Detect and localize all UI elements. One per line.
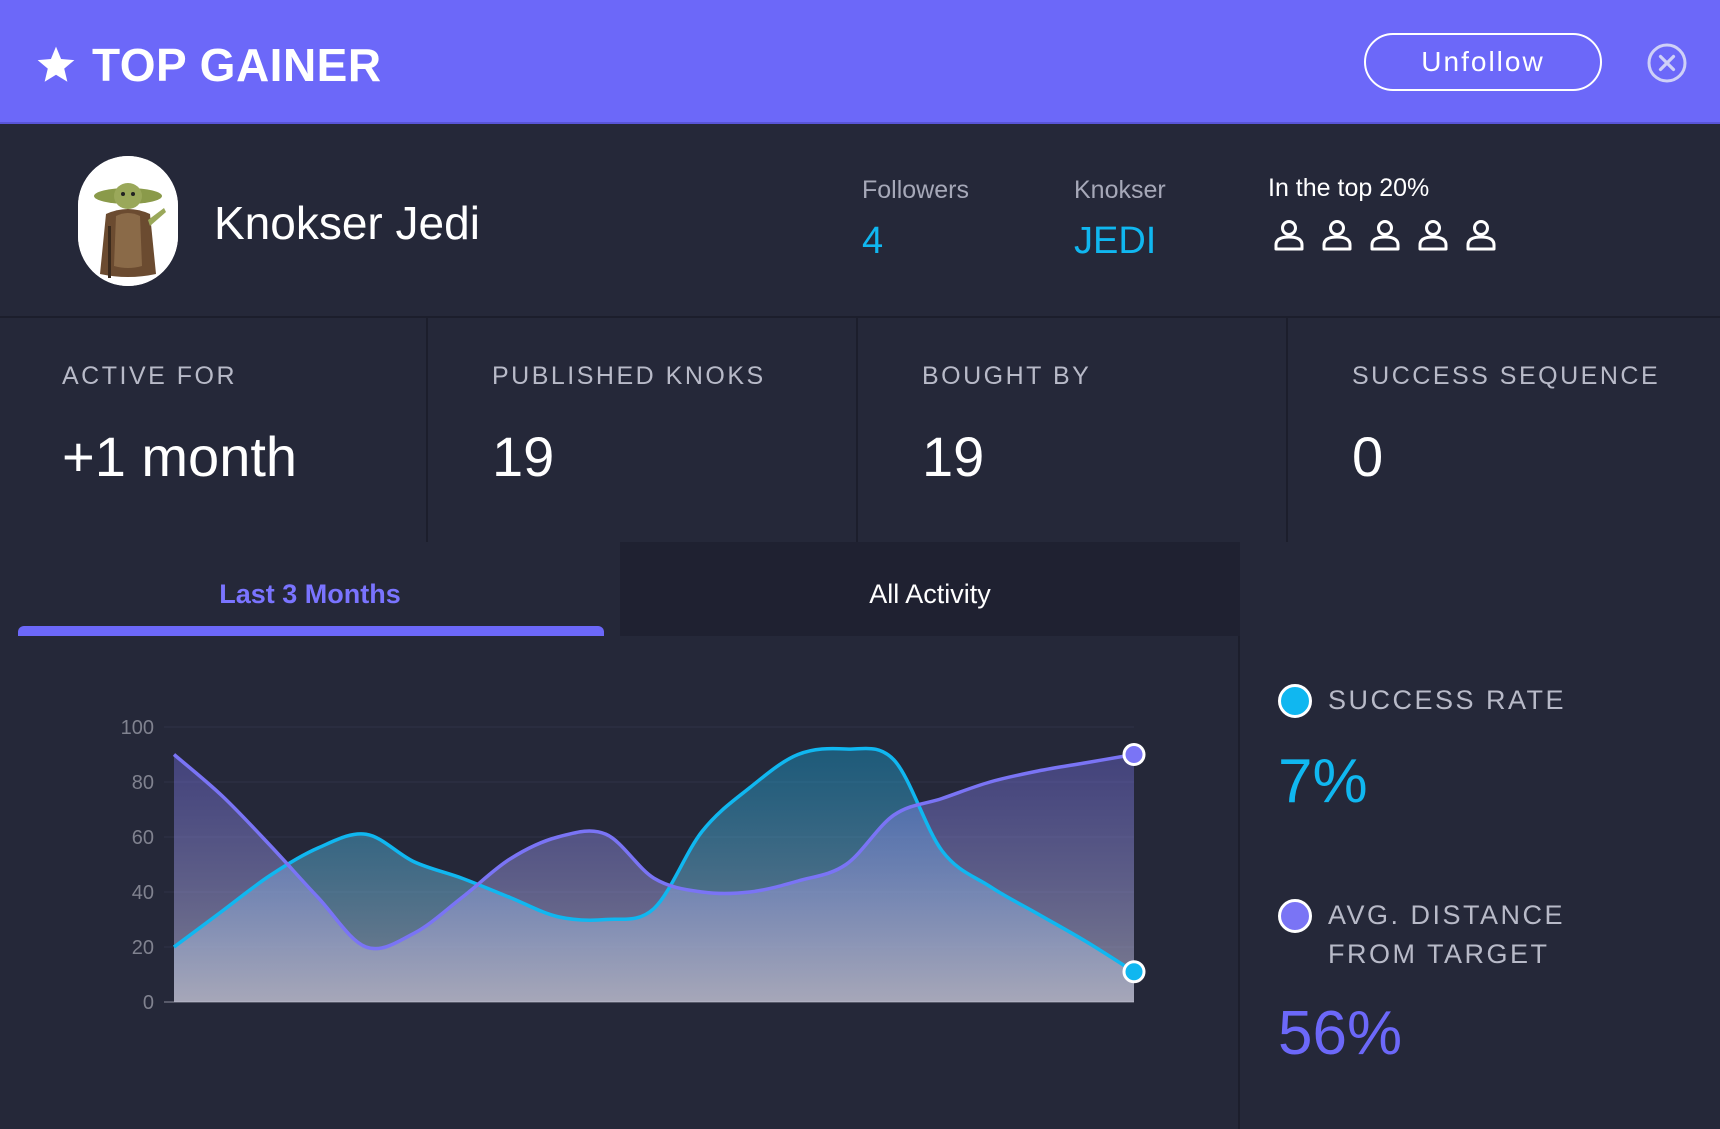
top-percent-label: In the top 20% (1268, 174, 1430, 202)
person-icon (1322, 220, 1352, 251)
y-tick-label: 80 (132, 772, 154, 794)
top-percent-icons (1272, 218, 1498, 252)
unfollow-button[interactable]: Unfollow (1364, 33, 1602, 91)
person-icon (1466, 220, 1496, 251)
activity-chart: 0 20 40 60 80 100 (121, 717, 1146, 1014)
profile-section: Knokser Jedi Followers 4 Knokser JEDI In… (0, 124, 1720, 318)
tab-all-activity[interactable]: All Activity (620, 542, 1240, 636)
panel-header: TOP GAINER Unfollow (0, 0, 1720, 124)
stat-label: BOUGHT BY (922, 362, 1092, 390)
stat-label: PUBLISHED KNOKS (492, 362, 766, 390)
close-icon[interactable] (1646, 42, 1688, 84)
series-line (172, 746, 1135, 974)
y-tick-label: 60 (132, 827, 154, 849)
legend-panel: SUCCESS RATE 7% AVG. DISTANCE FROM TARGE… (1240, 542, 1720, 1129)
series-line (172, 752, 1135, 951)
series-end-point (1122, 960, 1146, 984)
followers-value: 4 (862, 220, 884, 262)
stat-label: SUCCESS SEQUENCE (1352, 362, 1661, 390)
person-icon (1274, 220, 1304, 251)
y-tick-label: 100 (121, 717, 154, 739)
person-icon (1418, 220, 1448, 251)
avatar (78, 156, 178, 286)
stat-published-knoks: PUBLISHED KNOKS 19 (430, 318, 858, 542)
followers-label: Followers (862, 176, 969, 204)
success-rate-label: SUCCESS RATE (1328, 685, 1567, 715)
avg-distance-dot-icon (1278, 899, 1312, 933)
y-tick-label: 0 (143, 992, 154, 1014)
avg-distance-value: 56% (1278, 999, 1403, 1068)
knokser-label: Knokser (1074, 176, 1166, 204)
panel-title: TOP GAINER (92, 39, 382, 91)
stat-active-for: ACTIVE FOR +1 month (0, 318, 428, 542)
chart-area: Last 3 Months All Activity 0 20 40 60 80 100 (0, 542, 1240, 1129)
person-icon (1370, 220, 1400, 251)
stat-bought-by: BOUGHT BY 19 (860, 318, 1288, 542)
y-tick-label: 20 (132, 937, 154, 959)
stat-success-sequence: SUCCESS SEQUENCE 0 (1290, 318, 1718, 542)
tab-last-3-months[interactable]: Last 3 Months (219, 579, 401, 609)
series-end-point (1122, 743, 1146, 766)
knokser-value: JEDI (1074, 220, 1157, 262)
stat-value: 0 (1352, 425, 1384, 488)
active-tab-indicator (18, 626, 604, 636)
avg-distance-label-line2: FROM TARGET (1328, 939, 1550, 969)
success-rate-dot-icon (1278, 684, 1312, 718)
avg-distance-label-line1: AVG. DISTANCE (1328, 900, 1566, 930)
stat-value: +1 month (62, 425, 298, 488)
stat-value: 19 (922, 425, 985, 488)
success-rate-value: 7% (1278, 747, 1368, 816)
stat-label: ACTIVE FOR (62, 362, 238, 390)
avatar-image (78, 156, 178, 286)
stat-value: 19 (492, 425, 555, 488)
stats-row: ACTIVE FOR +1 month PUBLISHED KNOKS 19 B… (0, 318, 1720, 542)
profile-name: Knokser Jedi (214, 197, 480, 249)
y-tick-label: 40 (132, 882, 154, 904)
star-icon (37, 46, 75, 82)
